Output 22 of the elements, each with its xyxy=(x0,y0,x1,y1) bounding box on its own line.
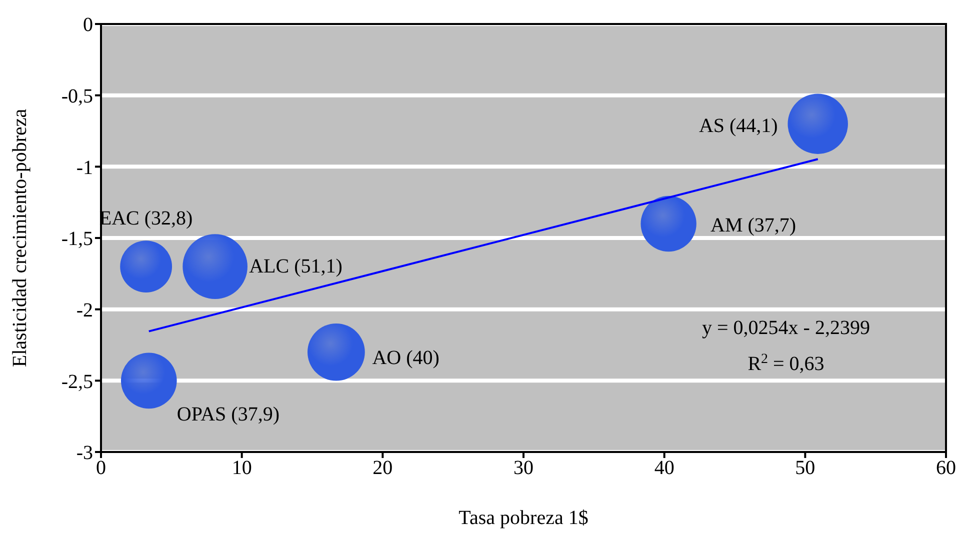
x-axis-title: Tasa pobreza 1$ xyxy=(458,507,588,529)
y-tick-label: -2,5 xyxy=(61,370,93,393)
x-tick-label: 20 xyxy=(372,457,393,480)
y-tick-label: 0 xyxy=(83,14,93,36)
y-tick-label: -2 xyxy=(76,299,93,322)
annotation: AO (40) xyxy=(372,347,440,370)
annotation: y = 0,0254x - 2,2399 xyxy=(702,317,870,339)
x-tick-label: 60 xyxy=(936,457,956,480)
annotation: OPAS (37,9) xyxy=(176,404,280,426)
annotation: AM (37,7) xyxy=(710,214,796,237)
annotation: ALC (51,1) xyxy=(249,256,342,278)
x-tick-label: 40 xyxy=(654,457,674,480)
annotation: AS (44,1) xyxy=(698,114,778,137)
y-tick-label: -0,5 xyxy=(61,85,93,108)
y-tick-label: -1 xyxy=(76,156,93,179)
x-tick-label: 50 xyxy=(795,457,816,480)
x-tick-label: 30 xyxy=(514,457,534,480)
x-tick-label: 10 xyxy=(232,457,252,480)
annotation: R$^{2}$ = 0,63 xyxy=(748,352,824,375)
y-tick-label: -1,5 xyxy=(61,228,93,250)
y-axis-title: Elasticidad crecimiento-pobreza xyxy=(9,108,31,368)
y-tick-label: -3 xyxy=(76,442,93,464)
